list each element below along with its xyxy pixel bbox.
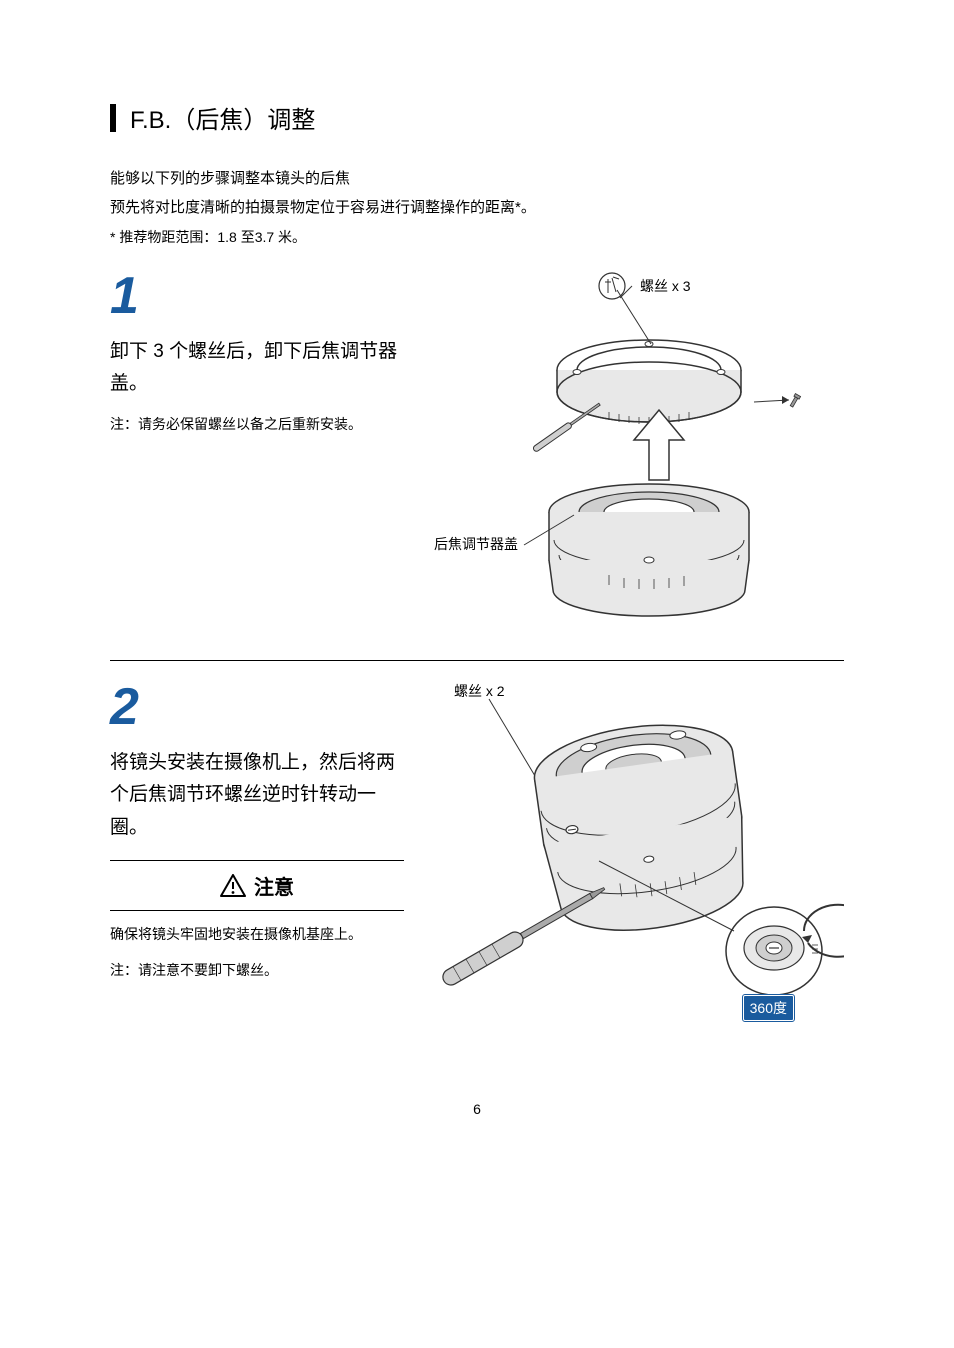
page-title: F.B.（后焦）调整 <box>130 100 315 135</box>
caution-label: 注意 <box>254 871 294 900</box>
step-2-text-column: 2 将镜头安装在摄像机上，然后将两个后焦调节环螺丝逆时针转动一圈。 注意 确保将… <box>110 681 404 1061</box>
step-1-text-column: 1 卸下 3 个螺丝后，卸下后焦调节器盖。 注：请务必保留螺丝以备之后重新安装。 <box>110 270 404 630</box>
step-2-number: 2 <box>110 681 404 733</box>
step-1-title: 卸下 3 个螺丝后，卸下后焦调节器盖。 <box>110 336 404 401</box>
step-1-note-label: 注： <box>110 416 138 432</box>
step-2-note-text: 请注意不要卸下螺丝。 <box>138 962 278 978</box>
intro-line-1: 能够以下列的步骤调整本镜头的后焦 <box>110 165 844 192</box>
intro-line-2: 预先将对比度清晰的拍摄景物定位于容易进行调整操作的距离*。 <box>110 194 844 221</box>
title-accent-bar <box>110 104 116 132</box>
page-number: 6 <box>110 1101 844 1117</box>
step-1-svg <box>424 270 844 630</box>
step-2-title: 将镜头安装在摄像机上，然后将两个后焦调节环螺丝逆时针转动一圈。 <box>110 747 404 844</box>
step-1-illustration: 螺丝 x 3 后焦调节器盖 <box>424 270 844 630</box>
section-divider <box>110 660 844 661</box>
step-1-cover-label: 后焦调节器盖 <box>434 534 518 554</box>
step-1-screw-count: 螺丝 x 3 <box>640 276 691 296</box>
step-1-note: 注：请务必保留螺丝以备之后重新安装。 <box>110 413 404 437</box>
intro-note: * 推荐物距范围：1.8 至3.7 米。 <box>110 225 844 250</box>
step-2-note: 注：请注意不要卸下螺丝。 <box>110 959 404 983</box>
step-1-number: 1 <box>110 270 404 322</box>
step-2-illustration: 螺丝 x 2 <box>424 681 844 1061</box>
caution-text: 确保将镜头牢固地安装在摄像机基座上。 <box>110 923 404 947</box>
step-1-section: 1 卸下 3 个螺丝后，卸下后焦调节器盖。 注：请务必保留螺丝以备之后重新安装。… <box>110 270 844 630</box>
rotation-360-badge: 360度 <box>743 995 794 1021</box>
step-2-note-label: 注： <box>110 962 138 978</box>
caution-box: 注意 <box>110 860 404 911</box>
step-1-note-text: 请务必保留螺丝以备之后重新安装。 <box>138 416 362 432</box>
step-2-section: 2 将镜头安装在摄像机上，然后将两个后焦调节环螺丝逆时针转动一圈。 注意 确保将… <box>110 681 844 1061</box>
section-title-bar: F.B.（后焦）调整 <box>110 100 844 135</box>
warning-icon <box>220 874 246 898</box>
step-2-screw-count: 螺丝 x 2 <box>454 681 505 701</box>
intro-block: 能够以下列的步骤调整本镜头的后焦 预先将对比度清晰的拍摄景物定位于容易进行调整操… <box>110 165 844 250</box>
